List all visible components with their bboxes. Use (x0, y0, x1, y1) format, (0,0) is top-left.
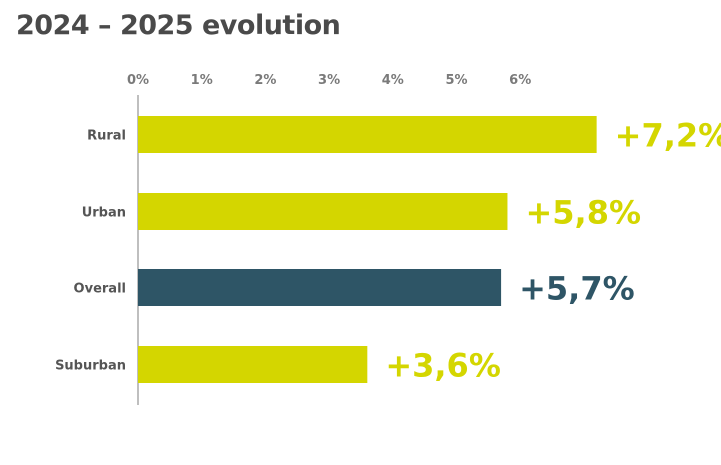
bar-overall (138, 269, 502, 306)
x-tick-label: 1% (191, 73, 213, 88)
x-tick-label: 4% (382, 73, 404, 88)
x-tick-label: 0% (127, 73, 149, 88)
category-label: Overall (74, 282, 126, 297)
x-tick-label: 2% (254, 73, 276, 88)
bar-rural (138, 116, 597, 153)
x-tick-label: 3% (318, 73, 340, 88)
bar-suburban (138, 346, 368, 383)
x-tick-label: 6% (509, 73, 531, 88)
category-label: Suburban (55, 359, 126, 374)
data-label: +5,8% (525, 194, 641, 232)
category-label: Rural (87, 129, 126, 144)
x-tick-label: 5% (445, 73, 467, 88)
data-label: +5,7% (519, 270, 635, 308)
data-label: +3,6% (385, 347, 501, 385)
data-label: +7,2% (615, 117, 721, 155)
chart-title: 2024 – 2025 evolution (16, 10, 341, 41)
category-label: Urban (82, 206, 126, 221)
bar-urban (138, 193, 508, 230)
